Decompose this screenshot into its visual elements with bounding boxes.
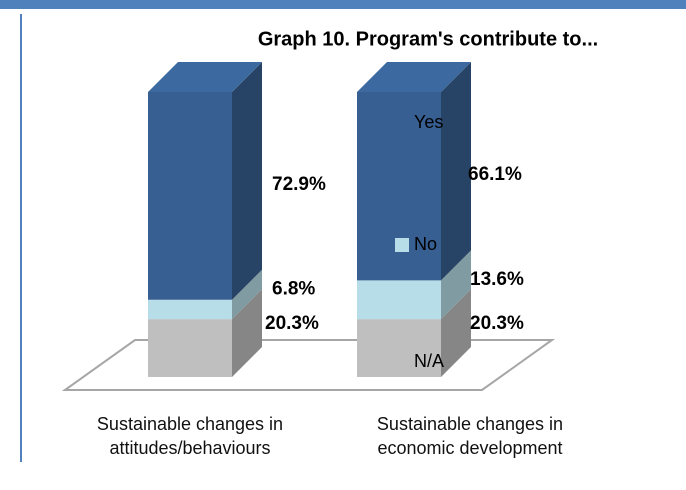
data-label: 20.3%: [470, 313, 524, 334]
data-label: 6.8%: [272, 278, 315, 299]
data-label: 66.1%: [468, 164, 522, 185]
bar-side: [441, 289, 471, 377]
bar-side: [441, 250, 471, 320]
bar-side: [232, 269, 262, 320]
legend-label: No: [414, 234, 437, 254]
data-label: 20.3%: [265, 313, 319, 334]
bar-side: [232, 62, 262, 300]
bar-side: [441, 62, 471, 281]
floor: [61, 339, 556, 391]
legend-swatch: [395, 355, 409, 369]
data-label: 72.9%: [272, 174, 326, 195]
legend-label: Yes: [414, 112, 443, 132]
data-label: 13.6%: [470, 269, 524, 290]
legend-label: N/A: [414, 351, 444, 371]
bar-front: [357, 280, 441, 320]
bar-front: [148, 92, 232, 300]
top-band: [0, 0, 686, 9]
bar-top: [148, 62, 262, 92]
bar-side: [232, 289, 262, 377]
bar-front: [148, 299, 232, 320]
legend-swatch: [395, 116, 409, 130]
bar-top: [357, 62, 471, 92]
legend-swatch: [395, 238, 409, 252]
x-tick-label: Sustainable changes in economic developm…: [376, 414, 564, 458]
chart-title: Graph 10. Program's contribute to...: [258, 28, 598, 50]
bar-front: [148, 319, 232, 377]
x-tick-label: Sustainable changes in attitudes/behavio…: [96, 414, 284, 458]
